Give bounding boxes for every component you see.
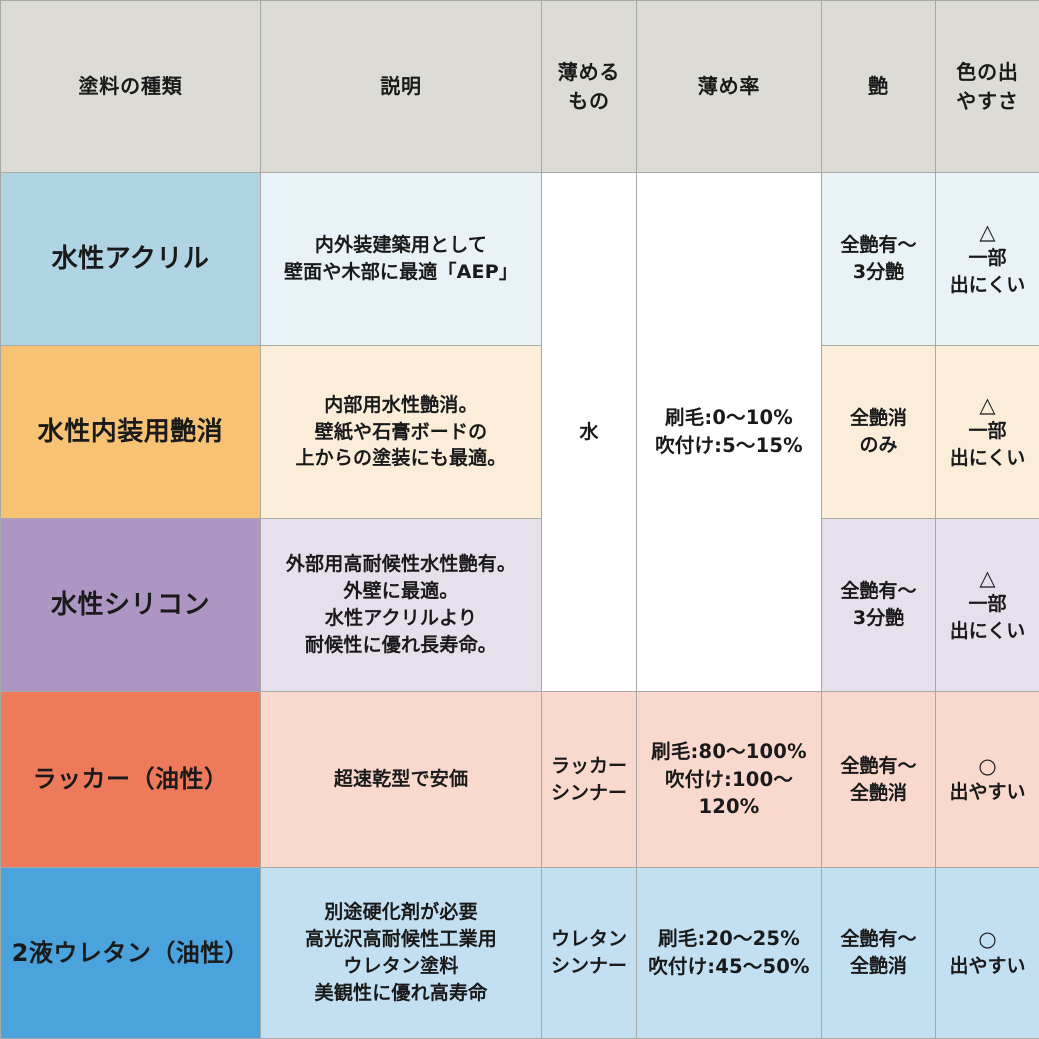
table-row: 水性内装用艶消 内部用水性艶消。 壁紙や石膏ボードの 上からの塗装にも最適。 全… <box>0 345 1039 519</box>
row-color-output-water-acrylic: △ 一部 出にくい <box>935 172 1039 346</box>
description-line: 外部用高耐候性水性艶有。 <box>285 553 517 576</box>
column-header-thinner-line2: もの <box>568 88 610 113</box>
gloss-line: 全艶有〜 <box>840 754 917 777</box>
row-description-water-acrylic: 内外装建築用として 壁面や木部に最適「AEP」 <box>260 172 542 346</box>
row-color-output-water-interior-matte: △ 一部 出にくい <box>935 345 1039 519</box>
circle-mark-icon: ○ <box>978 927 997 952</box>
row-gloss-water-silicone: 全艶有〜 3分艶 <box>821 518 936 692</box>
description-line: 美観性に優れ高寿命 <box>314 981 488 1004</box>
row-type-lacquer-oil: ラッカー（油性） <box>0 691 261 868</box>
column-header-thinner-line1: 薄める <box>557 60 621 85</box>
thinner-line: シンナー <box>550 955 627 977</box>
triangle-mark-icon: △ <box>979 392 996 417</box>
description-line: 水性アクリルより <box>324 607 478 629</box>
color-output-line: 一部 <box>968 247 1007 270</box>
row-color-output-water-silicone: △ 一部 出にくい <box>935 518 1039 692</box>
table-row: ラッカー（油性） 超速乾型で安価 ラッカー シンナー 刷毛:80〜100% 吹付… <box>0 691 1039 868</box>
color-output-line: 出にくい <box>949 620 1026 643</box>
column-header-dilution-ratio: 薄め率 <box>636 0 822 173</box>
gloss-line: 3分艶 <box>852 607 905 629</box>
color-output-line: 出にくい <box>949 447 1026 470</box>
column-header-type: 塗料の種類 <box>0 0 261 173</box>
color-output-line: 出にくい <box>949 274 1026 297</box>
row-type-two-part-urethane-oil: 2液ウレタン（油性） <box>0 867 261 1039</box>
description-line: 内部用水性艶消。 <box>324 393 478 416</box>
table-body: 水性アクリル 内外装建築用として 壁面や木部に最適「AEP」 水 刷毛:0〜10… <box>0 172 1039 1039</box>
description-line: 耐候性に優れ長寿命。 <box>305 633 497 656</box>
dilution-ratio-line: 刷毛:0〜10% <box>664 406 794 430</box>
circle-mark-icon: ○ <box>978 753 997 778</box>
gloss-line: のみ <box>859 434 898 456</box>
row-gloss-water-acrylic: 全艶有〜 3分艶 <box>821 172 936 346</box>
row-gloss-lacquer-oil: 全艶有〜 全艶消 <box>821 691 936 868</box>
triangle-mark-icon: △ <box>979 219 996 244</box>
dilution-ratio-line: 刷毛:80〜100% <box>651 739 807 763</box>
row-color-output-lacquer-oil: ○ 出やすい <box>935 691 1039 868</box>
thinner-line: シンナー <box>550 781 627 804</box>
gloss-line: 全艶有〜 <box>840 580 917 603</box>
table-row: 水性アクリル 内外装建築用として 壁面や木部に最適「AEP」 水 刷毛:0〜10… <box>0 172 1039 692</box>
row-dilution-ratio-two-part-urethane-oil: 刷毛:20〜25% 吹付け:45〜50% <box>636 867 822 1039</box>
color-output-line: 一部 <box>968 593 1007 616</box>
dilution-ratio-line: 吹付け:100〜120% <box>664 767 794 819</box>
dilution-ratio-line: 吹付け:5〜15% <box>655 434 803 457</box>
row-description-water-silicone: 外部用高耐候性水性艶有。 外壁に最適。 水性アクリルより 耐候性に優れ長寿命。 <box>260 518 542 692</box>
row-type-water-interior-matte: 水性内装用艶消 <box>0 345 261 519</box>
description-line: 壁紙や石膏ボードの <box>314 420 488 443</box>
row-type-water-silicone: 水性シリコン <box>0 518 261 692</box>
row-thinner-two-part-urethane-oil: ウレタン シンナー <box>541 867 637 1039</box>
gloss-line: 全艶消 <box>849 407 907 430</box>
gloss-line: 全艶消 <box>849 781 907 804</box>
row-description-lacquer-oil: 超速乾型で安価 <box>260 691 542 868</box>
gloss-line: 全艶有〜 <box>840 928 917 951</box>
row-description-two-part-urethane-oil: 別途硬化剤が必要 高光沢高耐候性工業用 ウレタン塗料 美観性に優れ高寿命 <box>260 867 542 1039</box>
row-thinner-lacquer-oil: ラッカー シンナー <box>541 691 637 868</box>
description-line: 外壁に最適。 <box>343 580 459 603</box>
row-color-output-two-part-urethane-oil: ○ 出やすい <box>935 867 1039 1039</box>
description-line: 高光沢高耐候性工業用 <box>305 928 497 951</box>
column-header-thinner: 薄める もの <box>541 0 637 173</box>
row-gloss-two-part-urethane-oil: 全艶有〜 全艶消 <box>821 867 936 1039</box>
triangle-mark-icon: △ <box>979 565 996 590</box>
dilution-ratio-line: 刷毛:20〜25% <box>658 927 800 951</box>
color-output-line: 一部 <box>968 420 1007 443</box>
description-line: 壁面や木部に最適「AEP」 <box>283 261 519 283</box>
row-type-water-acrylic: 水性アクリル <box>0 172 261 346</box>
row-dilution-ratio-lacquer-oil: 刷毛:80〜100% 吹付け:100〜120% <box>636 691 822 868</box>
table-row: 2液ウレタン（油性） 別途硬化剤が必要 高光沢高耐候性工業用 ウレタン塗料 美観… <box>0 867 1039 1039</box>
description-line: 上からの塗装にも最適。 <box>295 447 507 470</box>
row-gloss-water-interior-matte: 全艶消 のみ <box>821 345 936 519</box>
row-description-water-interior-matte: 内部用水性艶消。 壁紙や石膏ボードの 上からの塗装にも最適。 <box>260 345 542 519</box>
column-header-description: 説明 <box>260 0 542 173</box>
thinner-line: ラッカー <box>550 754 627 777</box>
description-line: 内外装建築用として <box>314 234 488 257</box>
column-header-color-output-line2: やすさ <box>956 88 1019 113</box>
merged-dilution-ratio-water: 刷毛:0〜10% 吹付け:5〜15% <box>636 172 822 692</box>
gloss-line: 全艶有〜 <box>840 234 917 257</box>
dilution-ratio-line: 吹付け:45〜50% <box>648 955 810 978</box>
description-line: ウレタン塗料 <box>343 955 459 977</box>
header-row: 塗料の種類 説明 薄める もの 薄め率 艶 色の出 やすさ <box>0 0 1039 173</box>
column-header-color-output-line1: 色の出 <box>956 60 1019 85</box>
merged-thinner-water: 水 <box>541 172 637 692</box>
color-output-line: 出やすい <box>949 954 1026 977</box>
description-line: 超速乾型で安価 <box>333 768 469 791</box>
column-header-color-output: 色の出 やすさ <box>935 0 1039 173</box>
column-header-gloss: 艶 <box>821 0 936 173</box>
table-header: 塗料の種類 説明 薄める もの 薄め率 艶 色の出 やすさ <box>0 0 1039 173</box>
color-output-line: 出やすい <box>949 781 1026 804</box>
gloss-line: 全艶消 <box>849 955 907 977</box>
thinner-line: ウレタン <box>550 928 627 951</box>
description-line: 別途硬化剤が必要 <box>324 901 478 924</box>
table-row: 水性シリコン 外部用高耐候性水性艶有。 外壁に最適。 水性アクリルより 耐候性に… <box>0 518 1039 692</box>
gloss-line: 3分艶 <box>852 261 905 283</box>
